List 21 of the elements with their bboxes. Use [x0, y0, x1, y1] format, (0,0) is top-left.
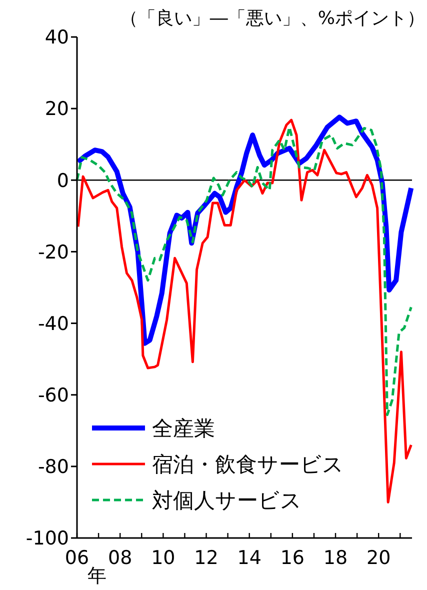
y-tick-label: -40 — [38, 312, 69, 335]
x-tick-label: 16 — [280, 547, 305, 569]
x-tick-label: 14 — [237, 547, 262, 569]
x-tick-label: 12 — [194, 547, 218, 569]
x-tick-label: 06 — [64, 547, 90, 569]
y-tick-label: 0 — [56, 170, 69, 192]
y-tick-label: -60 — [38, 384, 69, 407]
y-tick-label: 20 — [44, 98, 69, 120]
y-axis-title: （「良い」―「悪い」、%ポイント） — [120, 8, 425, 29]
x-tick-label: 10 — [151, 547, 176, 569]
x-tick-label: 18 — [323, 547, 348, 569]
x-tick-label: 08 — [108, 547, 132, 569]
y-tick-label: -80 — [38, 456, 69, 478]
x-axis-title: 年 — [88, 565, 106, 587]
legend-label: 対個人サービス — [152, 488, 302, 512]
y-tick-label: 40 — [44, 26, 69, 49]
legend-label: 宿泊・飲食サービス — [152, 452, 344, 476]
legend-label: 全産業 — [152, 416, 215, 440]
y-tick-label: -20 — [38, 241, 69, 264]
y-tick-label: -100 — [26, 528, 69, 550]
x-tick-label: 20 — [366, 547, 391, 569]
